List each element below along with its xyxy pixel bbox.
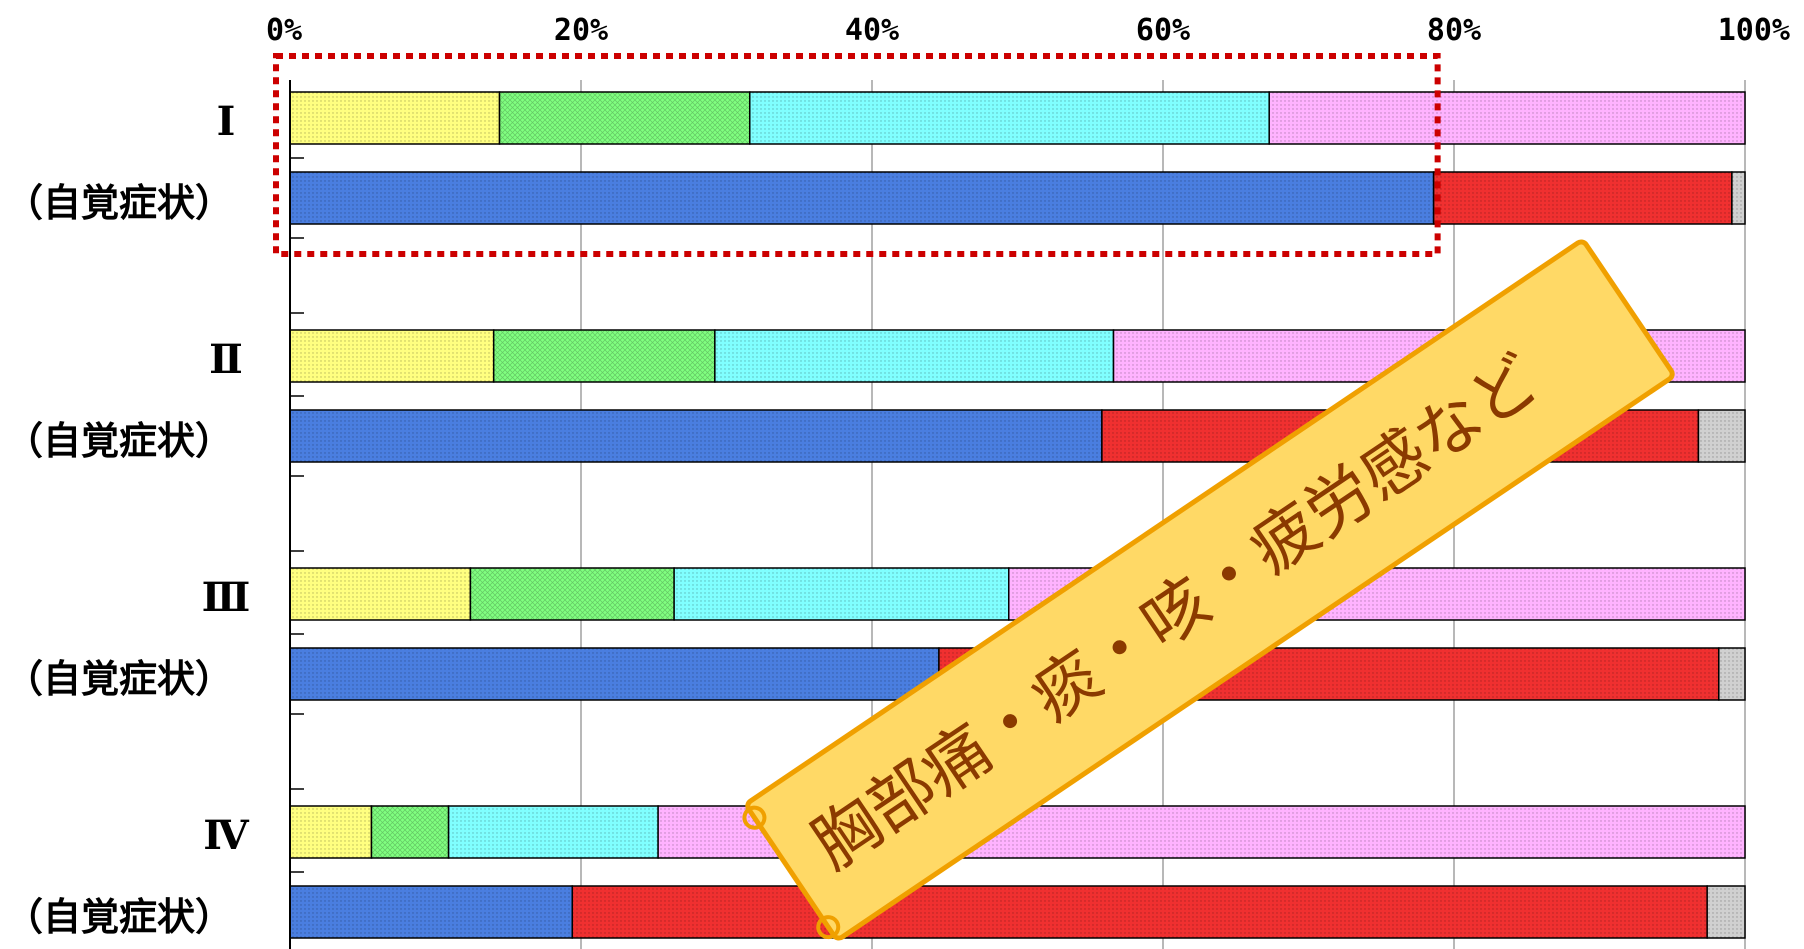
bar-segment-texture: [714, 330, 1114, 382]
bar-segment-texture: [1707, 886, 1745, 938]
bar-segment-texture: [470, 568, 675, 620]
y-axis: [289, 80, 304, 949]
bar-segment-texture: [371, 806, 449, 858]
bar-segment-texture: [1731, 172, 1745, 224]
bar-segment-texture: [448, 806, 659, 858]
bar-segment-texture: [290, 806, 372, 858]
bar-segment-texture: [290, 172, 1434, 224]
banner-curl-icon: [816, 915, 841, 940]
group-label: Ⅱ: [209, 336, 243, 383]
x-tick-label: 80%: [1427, 13, 1481, 48]
group-label: Ⅲ: [202, 574, 251, 621]
x-tick-label: 100%: [1718, 13, 1790, 48]
group-sublabel: （自覚症状）: [5, 181, 233, 225]
bar-segment-texture: [493, 330, 715, 382]
group-sublabel: （自覚症状）: [5, 895, 233, 939]
bar-segment-texture: [1698, 410, 1745, 462]
group-label: Ⅳ: [203, 812, 249, 859]
group-sublabel: （自覚症状）: [5, 419, 233, 463]
bar-segment-texture: [290, 568, 471, 620]
bar-segment-texture: [1718, 648, 1745, 700]
x-tick-label: 0%: [266, 13, 302, 48]
highlight-box: [273, 53, 1441, 257]
bar-segment-texture: [290, 886, 573, 938]
bar-segment-texture: [749, 92, 1270, 144]
bar-segment-texture: [290, 648, 939, 700]
bar-segment-texture: [572, 886, 1708, 938]
banner-ribbon: [745, 239, 1675, 941]
bar-segment-texture: [290, 410, 1102, 462]
bar-segment-texture: [1269, 92, 1745, 144]
bar-segment-texture: [674, 568, 1009, 620]
group-label: Ⅰ: [217, 98, 236, 145]
bar-segment-texture: [290, 330, 494, 382]
group-labels: Ⅰ （自覚症状） Ⅱ （自覚症状） Ⅲ （自覚症状） Ⅳ （自覚症状）: [5, 98, 250, 939]
banner-curl-icon: [742, 805, 767, 830]
group-sublabel: （自覚症状）: [5, 657, 233, 701]
bar-segment-texture: [290, 92, 500, 144]
bar-segment-texture: [1433, 172, 1732, 224]
x-tick-label: 20%: [554, 13, 608, 48]
x-tick-label: 40%: [845, 13, 899, 48]
x-axis-tick-labels: 0% 20% 40% 60% 80% 100%: [266, 13, 1790, 48]
x-tick-label: 60%: [1136, 13, 1190, 48]
bar-segment-texture: [499, 92, 750, 144]
